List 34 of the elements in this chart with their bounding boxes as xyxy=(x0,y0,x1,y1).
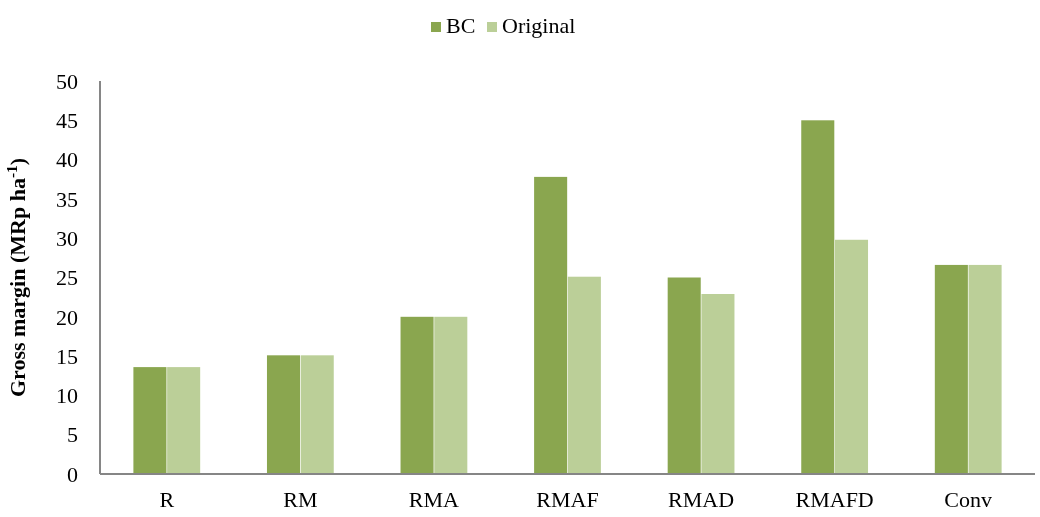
bar xyxy=(567,276,601,474)
bar xyxy=(300,355,334,474)
bar xyxy=(801,120,835,474)
x-tick-label: RMAD xyxy=(668,487,735,512)
y-tick-label: 5 xyxy=(67,422,78,448)
bar xyxy=(934,264,968,474)
y-tick-label: 15 xyxy=(56,343,78,369)
y-tick-label: 35 xyxy=(56,186,78,212)
bar xyxy=(701,294,735,474)
bar xyxy=(667,277,701,474)
legend-label: BC xyxy=(446,13,476,38)
bar xyxy=(834,239,869,474)
y-tick-label: 50 xyxy=(56,68,78,94)
bar xyxy=(434,316,468,474)
x-tick-label: RM xyxy=(283,487,318,512)
y-tick-label: 30 xyxy=(56,225,78,251)
x-tick-label: RMAFD xyxy=(795,487,874,512)
x-tick-label: Conv xyxy=(944,487,993,512)
bar xyxy=(400,316,434,474)
y-tick-label: 20 xyxy=(56,304,78,330)
legend-label: Original xyxy=(502,13,576,38)
y-tick-label: 10 xyxy=(56,383,78,409)
bar xyxy=(968,264,1002,474)
bar xyxy=(534,176,568,474)
y-tick-label: 0 xyxy=(67,461,78,487)
x-tick-label: RMA xyxy=(408,487,460,512)
y-tick-label: 45 xyxy=(56,108,78,133)
x-tick-label: RMAF xyxy=(536,487,599,512)
bar xyxy=(133,367,167,474)
y-tick-label: 40 xyxy=(56,147,78,173)
x-tick-label: R xyxy=(159,487,175,512)
bar xyxy=(167,367,201,474)
y-tick-label: 25 xyxy=(56,265,78,291)
bar xyxy=(266,355,301,474)
